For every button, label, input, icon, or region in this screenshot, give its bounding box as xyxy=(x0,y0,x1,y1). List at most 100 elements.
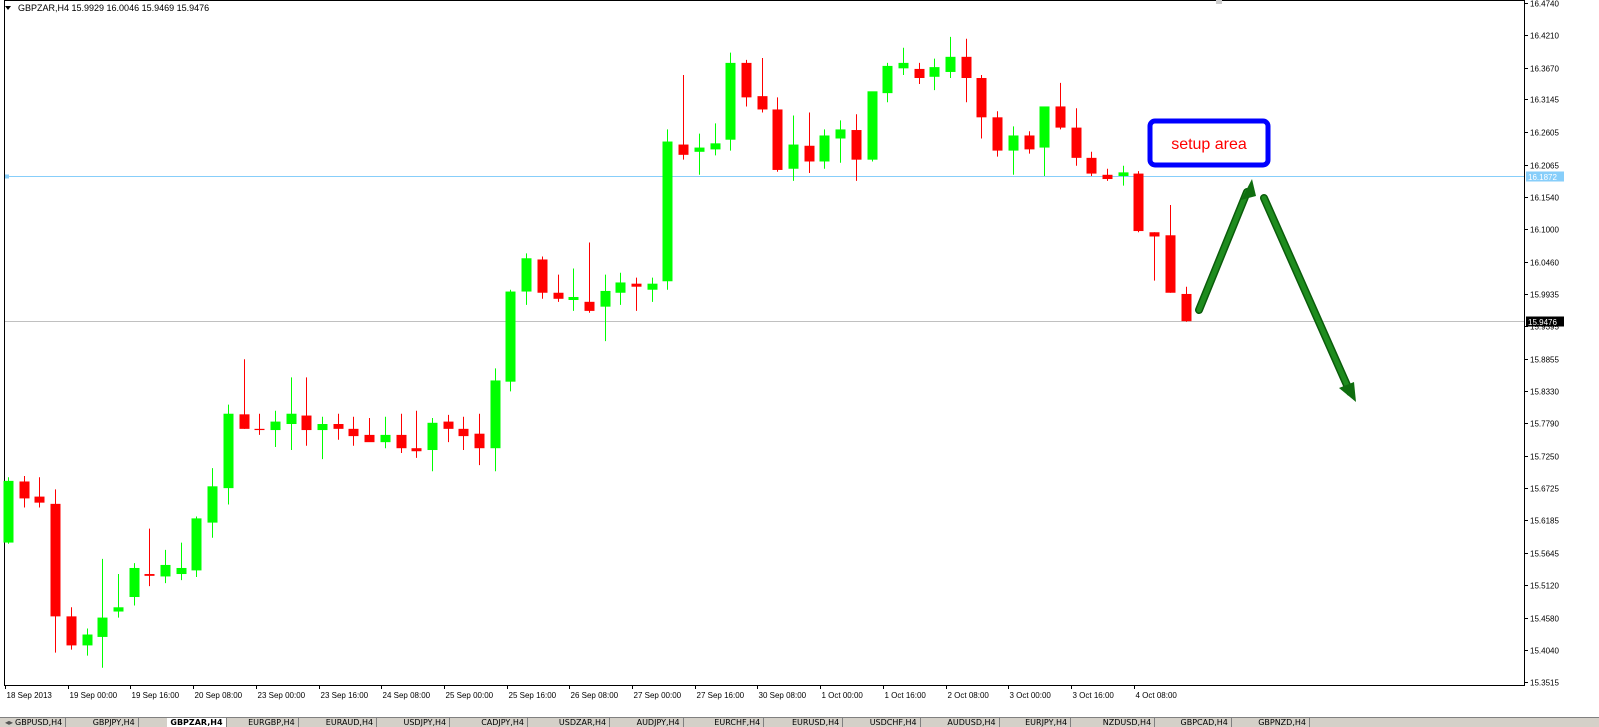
candle-body xyxy=(553,292,564,299)
candle xyxy=(364,417,375,443)
tab-nzdusd-h4[interactable]: NZDUSD,H4 xyxy=(1100,718,1156,727)
candle xyxy=(207,468,218,538)
candle xyxy=(129,563,140,606)
candle xyxy=(867,91,878,162)
candle-body xyxy=(584,301,595,311)
candle xyxy=(490,368,501,472)
candle xyxy=(427,417,438,472)
tab-eurjpy-h4[interactable]: EURJPY,H4 xyxy=(1022,718,1072,727)
tab-gbpnzd-h4[interactable]: GBPNZD,H4 xyxy=(1255,718,1310,727)
y-tick-label: 15.6725 xyxy=(1530,485,1559,494)
candle xyxy=(505,289,516,392)
setup-box[interactable] xyxy=(1147,118,1271,168)
candle-body xyxy=(647,283,658,290)
x-tick-label: 27 Sep 00:00 xyxy=(634,691,682,700)
x-tick-label: 24 Sep 08:00 xyxy=(383,691,431,700)
tab-gbpusd-h4[interactable]: GBPUSD,H4 xyxy=(12,718,67,727)
candle xyxy=(521,253,532,305)
tab-scroll-icon[interactable]: ◂▸ xyxy=(5,718,14,727)
tab-usdzar-h4[interactable]: USDZAR,H4 xyxy=(556,718,611,727)
tab-audjpy-h4[interactable]: AUDJPY,H4 xyxy=(634,718,684,727)
candle-body xyxy=(914,68,925,79)
x-tick-label: 2 Oct 08:00 xyxy=(948,691,990,700)
tab-eurchf-h4[interactable]: EURCHF,H4 xyxy=(711,718,765,727)
candle-body xyxy=(286,413,297,425)
time-axis: 18 Sep 2013 19 Sep 00:00 19 Sep 16:00 20 Se… xyxy=(5,685,1178,700)
y-tick-label: 15.9395 xyxy=(1530,323,1559,332)
y-tick-label: 16.2605 xyxy=(1530,129,1559,138)
candle xyxy=(1024,131,1035,154)
x-tick-label: 3 Oct 16:00 xyxy=(1073,691,1115,700)
candle xyxy=(1055,82,1066,130)
candle-body xyxy=(458,428,469,437)
candle xyxy=(914,62,925,85)
candle-body xyxy=(741,62,752,98)
tab-euraud-h4[interactable]: EURAUD,H4 xyxy=(323,718,378,727)
candle xyxy=(1102,168,1113,181)
candle-body xyxy=(1149,232,1160,237)
candle xyxy=(772,97,783,172)
y-tick-label: 15.7790 xyxy=(1530,420,1559,429)
x-tick-label: 25 Sep 16:00 xyxy=(509,691,557,700)
candle-body xyxy=(788,144,799,169)
x-tick-label: 1 Oct 16:00 xyxy=(885,691,927,700)
candle-body xyxy=(521,258,532,292)
candle xyxy=(97,558,108,668)
tab-gbpjpy-h4[interactable]: GBPJPY,H4 xyxy=(90,718,139,727)
tab-gbpcad-h4[interactable]: GBPCAD,H4 xyxy=(1178,718,1232,727)
down-arrow xyxy=(1260,194,1356,402)
setup-label: setup area xyxy=(1171,136,1247,153)
candle-body xyxy=(380,434,391,443)
candle xyxy=(945,36,956,79)
candle xyxy=(66,607,77,650)
candle-body xyxy=(568,296,579,301)
x-tick-label: 30 Sep 08:00 xyxy=(759,691,807,700)
candle-body xyxy=(1102,174,1113,180)
x-tick-label: 3 Oct 00:00 xyxy=(1010,691,1052,700)
candle-body xyxy=(1071,127,1082,158)
candle-body xyxy=(898,62,909,69)
candle xyxy=(1039,106,1050,177)
y-tick-label: 16.0460 xyxy=(1530,259,1559,268)
candle-body xyxy=(176,567,187,575)
tab-eurusd-h4[interactable]: EURUSD,H4 xyxy=(789,718,844,727)
candle xyxy=(19,476,30,508)
candle xyxy=(568,268,579,311)
candle xyxy=(757,58,768,113)
tab-eurgbp-h4[interactable]: EURGBP,H4 xyxy=(245,718,299,727)
candle-body xyxy=(34,496,45,503)
candle xyxy=(458,416,469,451)
triangle-down-icon[interactable] xyxy=(5,6,11,10)
candle-body xyxy=(427,422,438,451)
candle-body xyxy=(631,283,642,287)
candle xyxy=(537,256,548,299)
x-tick-label: 18 Sep 2013 xyxy=(7,691,53,700)
candle xyxy=(647,277,658,302)
candle-body xyxy=(348,428,359,437)
header-text: GBPZAR,H4 15.9929 16.0046 15.9469 15.947… xyxy=(18,3,209,13)
candle xyxy=(3,477,14,544)
candle-body xyxy=(97,617,108,637)
candle xyxy=(1008,126,1019,175)
tab-usdchf-h4[interactable]: USDCHF,H4 xyxy=(867,718,921,727)
candle-body xyxy=(270,421,281,431)
level-price-label: 16.1872 xyxy=(1528,173,1557,182)
tab-usdjpy-h4[interactable]: USDJPY,H4 xyxy=(401,718,451,727)
candle xyxy=(396,413,407,454)
tab-audusd-h4[interactable]: AUDUSD,H4 xyxy=(944,718,1000,727)
level-line-handle[interactable] xyxy=(5,174,9,179)
candle-body xyxy=(396,434,407,449)
y-tick-label: 15.7250 xyxy=(1530,453,1559,462)
candle xyxy=(976,74,987,139)
candle xyxy=(741,59,752,107)
candle-body xyxy=(1086,157,1097,174)
candle-body xyxy=(992,117,1003,151)
x-tick-label: 4 Oct 08:00 xyxy=(1136,691,1178,700)
tab-gbpzar-h4[interactable]: GBPZAR,H4 xyxy=(167,718,227,727)
candle xyxy=(662,129,673,290)
tab-cadjpy-h4[interactable]: CADJPY,H4 xyxy=(478,718,528,727)
candle xyxy=(380,416,391,449)
candle-body xyxy=(819,135,830,162)
candle-body xyxy=(1008,135,1019,151)
